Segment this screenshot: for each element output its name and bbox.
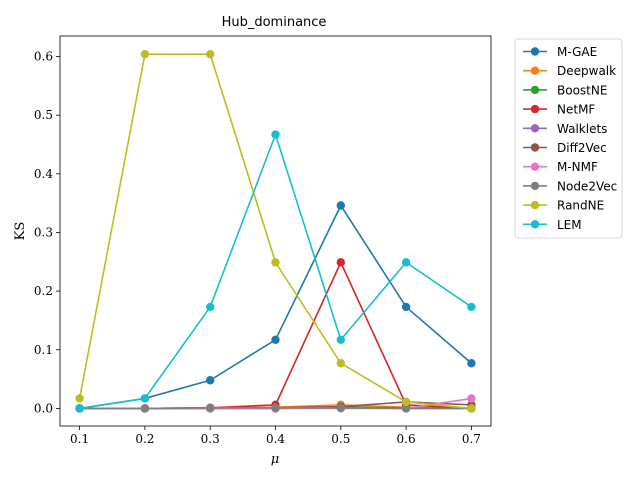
legend-item: Deepwalk [523, 64, 616, 78]
legend-marker [530, 220, 540, 229]
chart-title: Hub_dominance [222, 15, 327, 30]
legend: M-GAE Deepwalk BoostNE NetMF Walklets Diff2Ve… [514, 38, 623, 239]
y-axis-label: KS [13, 222, 28, 241]
x-tick-label: 0.2 [135, 432, 154, 446]
legend-marker [530, 143, 540, 152]
data-point [336, 335, 346, 344]
data-point [401, 258, 411, 267]
x-tick-label: 0.1 [70, 432, 89, 446]
data-point [401, 302, 411, 312]
legend-marker [530, 162, 540, 171]
legend-label: BoostNE [557, 83, 607, 97]
data-point [271, 403, 280, 413]
data-point [467, 359, 476, 368]
data-point [467, 394, 476, 403]
x-axis-label: μ [271, 452, 279, 467]
data-point [205, 49, 215, 59]
legend-item: M-NMF [523, 160, 598, 174]
data-point [336, 201, 346, 210]
y-tick-label: 0.5 [34, 108, 53, 122]
axes-frame [59, 35, 492, 427]
data-point [140, 404, 150, 413]
x-tick-label: 0.7 [462, 432, 481, 446]
legend-label: M-GAE [557, 45, 597, 59]
legend-box [514, 38, 623, 239]
series-netmf [75, 258, 476, 413]
legend-marker [530, 104, 540, 114]
legend-marker [530, 85, 540, 95]
series-line [79, 133, 472, 410]
x-tick-label: 0.3 [201, 432, 220, 446]
data-point [336, 359, 346, 368]
data-point [271, 130, 280, 139]
legend-label: RandNE [557, 199, 604, 213]
data-point [140, 49, 150, 59]
legend-item: LEM [523, 218, 582, 232]
legend-item: Diff2Vec [523, 141, 607, 155]
data-point [401, 404, 411, 413]
legend-item: M-GAE [523, 45, 597, 59]
legend-label: Deepwalk [557, 64, 616, 78]
series-lem [75, 130, 476, 413]
legend-marker [530, 181, 540, 191]
legend-label: Diff2Vec [557, 141, 607, 155]
data-point [467, 404, 476, 413]
data-point [205, 403, 215, 413]
data-point [205, 302, 215, 312]
y-axis: 0.0 0.1 0.2 0.3 0.4 0.5 0.6 [34, 50, 60, 415]
legend-item: Walklets [523, 122, 607, 136]
series-line [79, 204, 472, 410]
data-point [140, 394, 150, 403]
data-point [75, 404, 84, 413]
legend-marker [530, 200, 540, 210]
series-randne [75, 49, 476, 413]
legend-item: BoostNE [523, 83, 607, 97]
legend-label: Walklets [557, 122, 607, 136]
legend-label: M-NMF [557, 160, 598, 174]
legend-marker [530, 47, 540, 56]
data-point [271, 335, 280, 344]
series-line [79, 261, 472, 410]
legend-item: RandNE [523, 199, 604, 213]
data-point [271, 258, 280, 267]
y-tick-label: 0.1 [34, 343, 53, 357]
y-tick-label: 0.6 [34, 50, 53, 64]
y-tick-label: 0.3 [34, 225, 53, 239]
data-point [467, 302, 476, 312]
data-point [75, 394, 84, 403]
data-point [336, 403, 346, 413]
series-m-gae [75, 201, 476, 413]
y-tick-label: 0.0 [34, 401, 53, 415]
legend-item: NetMF [523, 103, 595, 117]
series-line [78, 53, 472, 410]
x-tick-label: 0.5 [331, 432, 350, 446]
y-tick-label: 0.2 [34, 284, 53, 298]
legend-marker [530, 124, 540, 133]
y-tick-label: 0.4 [34, 167, 53, 181]
x-tick-label: 0.6 [397, 432, 416, 446]
legend-marker [530, 66, 540, 75]
legend-label: NetMF [557, 103, 595, 117]
legend-label: Node2Vec [557, 179, 617, 193]
data-point [336, 258, 346, 267]
legend-label: LEM [557, 218, 582, 232]
plot-area [75, 49, 476, 413]
data-point [205, 376, 215, 385]
data-point [401, 397, 411, 407]
legend-item: Node2Vec [523, 179, 617, 193]
x-axis: 0.1 0.2 0.3 0.4 0.5 0.6 0.7 [70, 426, 481, 446]
x-tick-label: 0.4 [266, 432, 285, 446]
